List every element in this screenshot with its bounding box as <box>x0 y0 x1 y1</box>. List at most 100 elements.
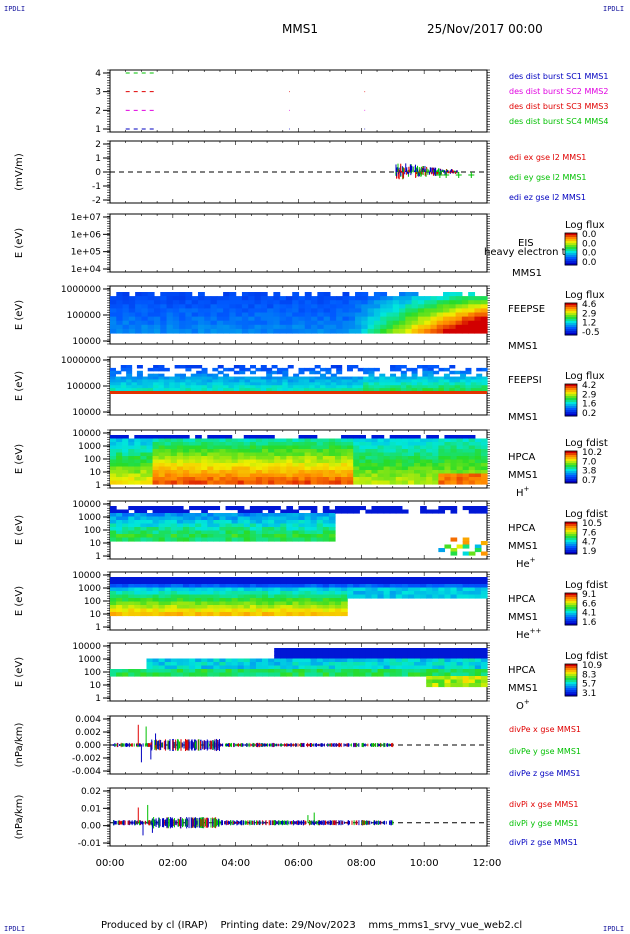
hpca-h-panel-cell <box>164 456 172 461</box>
feepse-panel-cell <box>166 316 174 322</box>
hpca-h-panel-cell <box>395 473 403 478</box>
hpca-h-panel-cell <box>255 463 263 468</box>
feepse-panel-colorbar-swatch <box>565 307 577 310</box>
hpca-h-panel-cell <box>298 438 306 443</box>
feepse-panel-cell <box>474 296 482 301</box>
feepsi-panel-cell <box>276 388 283 392</box>
hpca-hepp-panel-cell <box>225 577 233 582</box>
hpca-h-panel-cell <box>304 470 312 475</box>
hpca-hepp-panel-cell <box>207 584 214 589</box>
hpca-h-panel-cell <box>110 442 117 447</box>
hpca-hepp-panel-cell <box>286 605 294 610</box>
feepsi-panel-cell <box>174 365 181 369</box>
feepse-panel-cell <box>191 320 199 326</box>
hpca-h-panel-cell <box>140 442 148 447</box>
hpca-hepp-panel-colorbar-swatch <box>565 613 577 616</box>
feepsi-panel-cell <box>438 388 445 392</box>
hpca-hepp-panel-cell <box>304 577 312 582</box>
hpca-hepp-panel-cell <box>219 577 227 582</box>
hpca-h-panel-cell <box>207 445 214 450</box>
hpca-hepp-panel-cell <box>207 605 214 610</box>
hpca-o-panel-cell <box>456 665 464 670</box>
feepse-panel-cell <box>248 324 256 330</box>
hpca-o-panel-cell <box>456 655 464 660</box>
hpca-h-panel-cell <box>334 466 342 471</box>
hpca-hepp-panel-ylabel: E (eV) <box>14 586 25 616</box>
hpca-h-panel-cell <box>122 456 129 461</box>
hpca-he-panel-cell <box>170 509 178 514</box>
feepsi-panel-cell <box>228 379 235 383</box>
hpca-hepp-panel-cell <box>225 580 233 585</box>
hpca-hepp-panel-cell <box>262 587 269 592</box>
hpca-o-panel-cell <box>438 648 446 653</box>
hpca-o-panel-cell <box>359 672 366 677</box>
hpca-he-panel-cell <box>213 534 221 539</box>
hpca-he-panel-cell <box>189 513 196 518</box>
hpca-o-panel-colorbar-frame <box>564 663 578 697</box>
hpca-h-panel-cell <box>371 459 379 464</box>
feepse-panel-cell <box>141 312 149 318</box>
hpca-hepp-panel-cell <box>255 591 263 596</box>
hpca-h-panel-cell <box>225 477 233 482</box>
hpca-h-panel-cell <box>383 442 391 447</box>
feepse-panel-cell <box>135 320 143 326</box>
feepsi-panel-cell <box>460 373 467 378</box>
feepsi-panel-cell <box>110 376 116 381</box>
hpca-o-panel-cell <box>274 669 281 674</box>
hpca-he-panel-cell <box>389 506 397 511</box>
hpca-he-panel-cell <box>176 527 184 532</box>
hpca-he-panel-cell <box>195 516 202 521</box>
hpca-h-panel-cell <box>341 445 348 450</box>
hpca-o-panel-cell <box>274 658 281 663</box>
hpca-he-panel-cell <box>468 551 476 556</box>
hpca-hepp-panel-cell <box>365 591 373 596</box>
hpca-o-panel-cell <box>146 665 154 670</box>
feepse-panel-cell <box>229 292 237 297</box>
hpca-hepp-panel-cell <box>207 580 214 585</box>
hpca-h-panel-cell <box>280 449 287 454</box>
feepsi-panel-cell <box>131 388 138 392</box>
hpca-o-panel-cell <box>420 672 427 677</box>
feepsi-panel-cell <box>239 385 246 389</box>
hpca-h-panel-cell <box>262 466 269 471</box>
feepse-panel-cell <box>411 304 419 309</box>
hpca-he-panel-cell <box>207 527 214 532</box>
feepsi-panel-cell <box>320 376 327 381</box>
hpca-h-panel-colorbar-swatch <box>565 455 577 458</box>
hpca-h-panel-cell <box>268 466 275 471</box>
hpca-h-panel-cell <box>213 456 221 461</box>
hpca-h-panel-cell <box>395 477 403 482</box>
hpca-o-panel-cell <box>262 669 269 674</box>
hpca-hepp-panel-cell <box>286 612 294 617</box>
hpca-h-panel-cell <box>292 459 300 464</box>
hpca-hepp-panel-cell <box>146 591 154 596</box>
hpca-hepp-panel-cell <box>316 577 324 582</box>
hpca-h-panel-cell <box>110 456 117 461</box>
hpca-he-panel-cell <box>207 537 214 542</box>
hpca-o-panel-cell <box>328 658 336 663</box>
hpca-h-panel-cell <box>116 438 123 443</box>
feepse-panel-ytick-label: 10000 <box>72 337 101 347</box>
feepse-panel-cell <box>166 292 174 297</box>
feepse-panel-cell <box>172 324 180 330</box>
hpca-h-panel-cell <box>462 438 470 443</box>
feepsi-panel-cell <box>180 379 186 383</box>
hpca-hepp-panel-cell <box>432 577 439 582</box>
hpca-h-panel-cell <box>401 470 409 475</box>
hpca-h-panel-cell <box>432 480 439 485</box>
hpca-h-panel-cell <box>407 452 415 457</box>
hpca-h-panel-colorbar-swatch <box>565 457 577 460</box>
hpca-hepp-panel-cell <box>164 608 172 613</box>
eis-panel-ytick-label: 1e+04 <box>71 265 102 275</box>
hpca-h-panel-cell <box>334 452 342 457</box>
hpca-hepp-panel-cell <box>347 577 354 582</box>
hpca-o-panel-cell <box>420 655 427 660</box>
hpca-he-panel-cell <box>122 516 129 521</box>
feepse-panel-cell <box>191 304 199 309</box>
hpca-h-panel-cell <box>426 473 433 478</box>
hpca-hepp-panel-cell <box>292 591 300 596</box>
hpca-h-panel-cell <box>383 473 391 478</box>
hpca-hepp-panel-cell <box>140 598 148 603</box>
feepse-panel-cell <box>241 320 249 326</box>
hpca-h-panel-cell <box>365 449 373 454</box>
